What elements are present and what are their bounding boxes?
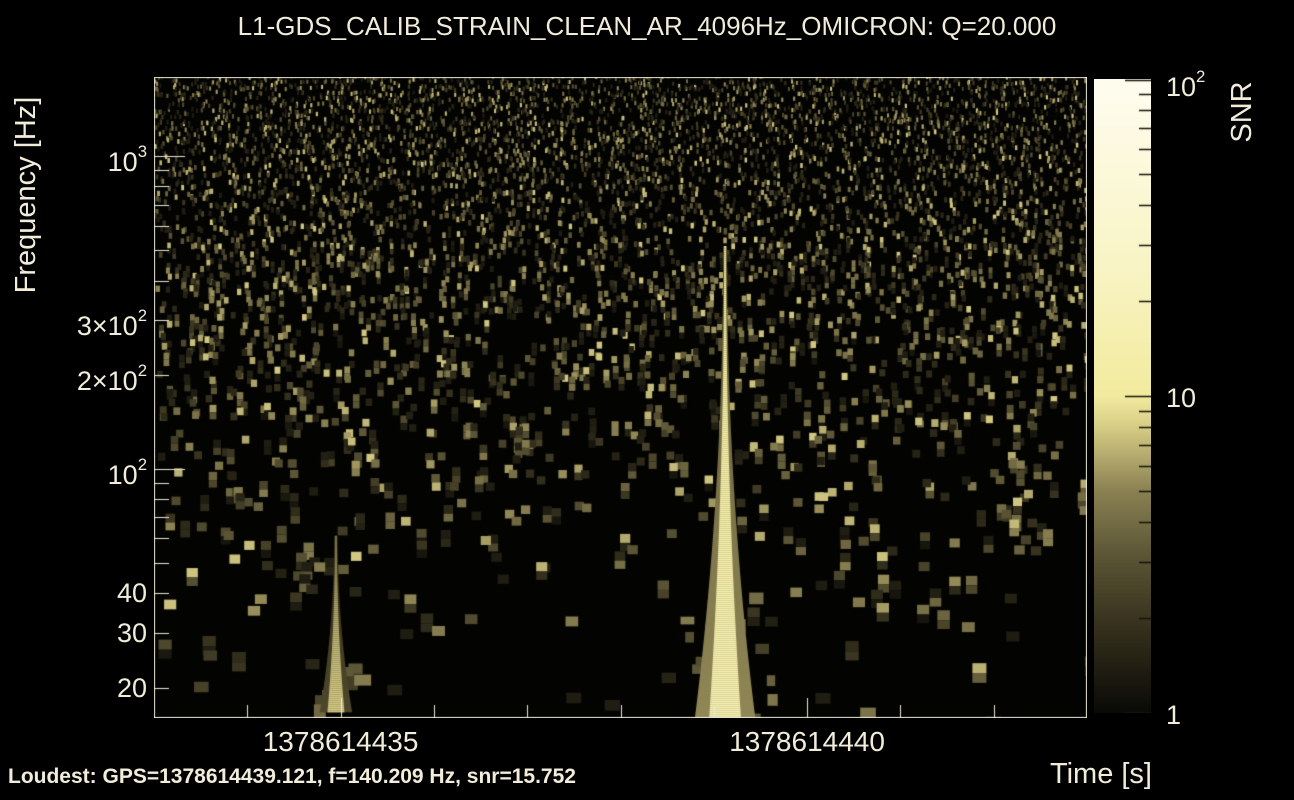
plot-title: L1-GDS_CALIB_STRAIN_CLEAN_AR_4096Hz_OMIC… <box>237 11 1057 41</box>
y-tick-label: 30 <box>116 617 147 648</box>
x-tick-label: 1378614435 <box>262 726 419 757</box>
y-tick-label: 20 <box>116 672 147 703</box>
spectrogram-canvas <box>154 77 1087 718</box>
y-tick-label: 40 <box>116 578 147 609</box>
y-tick-label: 3×102 <box>76 305 147 341</box>
colorbar-tick-label: 102 <box>1166 66 1206 102</box>
colorbar-tick-label: 1 <box>1166 700 1182 730</box>
loudest-annotation: Loudest: GPS=1378614439.121, f=140.209 H… <box>8 765 576 788</box>
colorbar-axis-label: SNR <box>1226 81 1258 143</box>
colorbar-canvas <box>1094 79 1151 713</box>
y-tick-label: 2×102 <box>76 360 147 396</box>
colorbar-tick-label: 10 <box>1166 383 1197 413</box>
x-axis-label: Time [s] <box>1049 758 1152 790</box>
y-tick-label: 103 <box>107 141 147 178</box>
y-tick-label: 102 <box>107 454 147 490</box>
x-tick-label: 1378614440 <box>729 726 885 757</box>
y-axis-label: Frequency [Hz] <box>10 96 42 294</box>
